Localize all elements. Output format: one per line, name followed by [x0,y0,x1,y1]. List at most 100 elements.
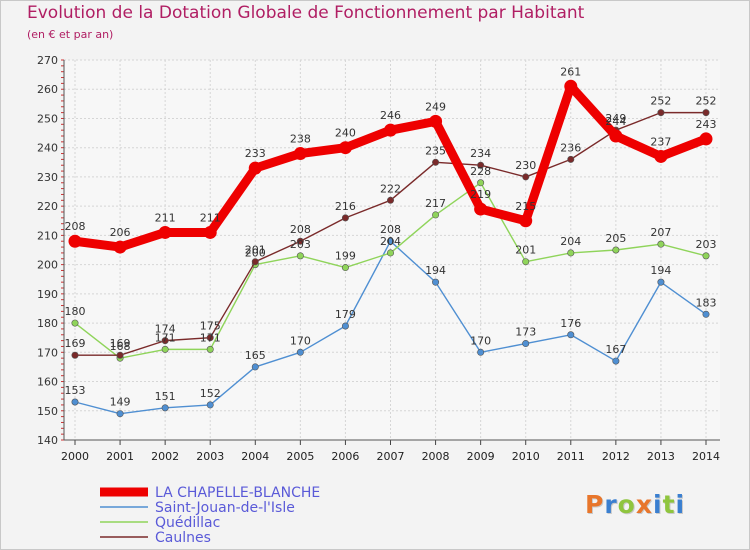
data-label-caulnes: 230 [515,159,536,172]
data-point-qu-dillac [206,345,214,353]
y-tick-label: 250 [37,112,58,125]
data-label-saint-jouan-de-l-isle: 176 [560,317,581,330]
data-label-caulnes: 201 [245,244,266,257]
data-point-caulnes [71,351,79,359]
y-tick-label: 160 [37,376,58,389]
data-label-saint-jouan-de-l-isle: 165 [245,349,266,362]
data-label-la-chapelle-blanche: 237 [650,135,671,148]
logo-letter: P [585,490,605,519]
y-tick-label: 240 [37,142,58,155]
data-label-la-chapelle-blanche: 238 [290,133,311,146]
data-point-caulnes [341,214,349,222]
data-point-caulnes [296,237,304,245]
data-label-caulnes: 175 [200,320,221,333]
data-label-saint-jouan-de-l-isle: 208 [380,223,401,236]
data-point-saint-jouan-de-l-isle [251,363,259,371]
y-tick-label: 140 [37,434,58,447]
x-tick-label: 2000 [61,450,89,463]
data-point-la-chapelle-blanche [429,114,443,128]
data-label-la-chapelle-blanche: 215 [515,200,536,213]
data-point-la-chapelle-blanche [203,225,217,239]
data-label-la-chapelle-blanche: 249 [425,100,446,113]
data-point-la-chapelle-blanche [609,129,623,143]
data-point-la-chapelle-blanche [564,79,578,93]
data-point-caulnes [116,351,124,359]
data-label-saint-jouan-de-l-isle: 170 [290,334,311,347]
data-point-qu-dillac [296,252,304,260]
logo-letter: i [675,490,686,519]
data-label-la-chapelle-blanche: 246 [380,109,401,122]
data-point-saint-jouan-de-l-isle [522,340,530,348]
x-tick-label: 2008 [422,450,450,463]
data-point-caulnes [206,334,214,342]
data-label-caulnes: 252 [650,95,671,108]
legend-label: Saint-Jouan-de-l'Isle [155,500,295,516]
logo-letter: x [635,490,653,519]
data-label-qu-dillac: 205 [605,232,626,245]
data-point-qu-dillac [386,249,394,257]
x-tick-label: 2001 [106,450,134,463]
data-point-saint-jouan-de-l-isle [296,348,304,356]
data-label-la-chapelle-blanche: 240 [335,127,356,140]
data-label-qu-dillac: 207 [650,226,671,239]
data-label-caulnes: 249 [605,112,626,125]
x-tick-label: 2003 [196,450,224,463]
data-point-caulnes [386,196,394,204]
data-label-saint-jouan-de-l-isle: 173 [515,326,536,339]
data-label-qu-dillac: 168 [110,340,131,353]
data-label-saint-jouan-de-l-isle: 194 [650,264,671,277]
data-label-la-chapelle-blanche: 211 [155,211,176,224]
chart-subtitle: (en € et par an) [27,28,114,41]
data-point-caulnes [702,109,710,117]
data-label-la-chapelle-blanche: 206 [110,226,131,239]
data-point-caulnes [567,155,575,163]
data-label-saint-jouan-de-l-isle: 149 [110,396,131,409]
x-tick-label: 2014 [692,450,720,463]
x-tick-label: 2002 [151,450,179,463]
logo-letter: t [662,490,676,519]
data-label-qu-dillac: 203 [696,238,717,251]
data-point-la-chapelle-blanche [293,147,307,161]
data-label-la-chapelle-blanche: 243 [696,118,717,131]
data-label-caulnes: 236 [560,141,581,154]
data-point-qu-dillac [161,345,169,353]
data-label-qu-dillac: 201 [515,244,536,257]
data-label-caulnes: 169 [65,337,86,350]
data-point-qu-dillac [477,179,485,187]
data-label-qu-dillac: 204 [380,235,401,248]
legend-label: LA CHAPELLE-BLANCHE [155,485,320,501]
data-point-saint-jouan-de-l-isle [612,357,620,365]
data-point-la-chapelle-blanche [699,132,713,146]
data-point-qu-dillac [702,252,710,260]
y-tick-label: 200 [37,259,58,272]
data-point-la-chapelle-blanche [654,149,668,163]
data-label-saint-jouan-de-l-isle: 170 [470,334,491,347]
data-point-caulnes [251,258,259,266]
data-label-saint-jouan-de-l-isle: 194 [425,264,446,277]
logo-letter: r [604,490,618,519]
data-label-caulnes: 169 [110,337,131,350]
data-label-la-chapelle-blanche: 244 [605,115,626,128]
y-tick-label: 190 [37,288,58,301]
data-point-saint-jouan-de-l-isle [71,398,79,406]
data-label-la-chapelle-blanche: 211 [200,211,221,224]
data-point-caulnes [432,158,440,166]
y-tick-label: 150 [37,405,58,418]
data-label-saint-jouan-de-l-isle: 167 [605,343,626,356]
data-label-caulnes: 235 [425,144,446,157]
data-label-qu-dillac: 171 [155,331,176,344]
data-point-saint-jouan-de-l-isle [477,348,485,356]
data-point-qu-dillac [71,319,79,327]
data-label-qu-dillac: 180 [65,305,86,318]
data-label-saint-jouan-de-l-isle: 179 [335,308,356,321]
data-point-qu-dillac [612,246,620,254]
data-label-saint-jouan-de-l-isle: 153 [65,384,86,397]
data-label-caulnes: 234 [470,147,491,160]
data-point-qu-dillac [657,240,665,248]
x-tick-label: 2012 [602,450,630,463]
data-point-qu-dillac [432,211,440,219]
data-point-la-chapelle-blanche [158,225,172,239]
data-point-la-chapelle-blanche [68,234,82,248]
y-tick-label: 170 [37,346,58,359]
